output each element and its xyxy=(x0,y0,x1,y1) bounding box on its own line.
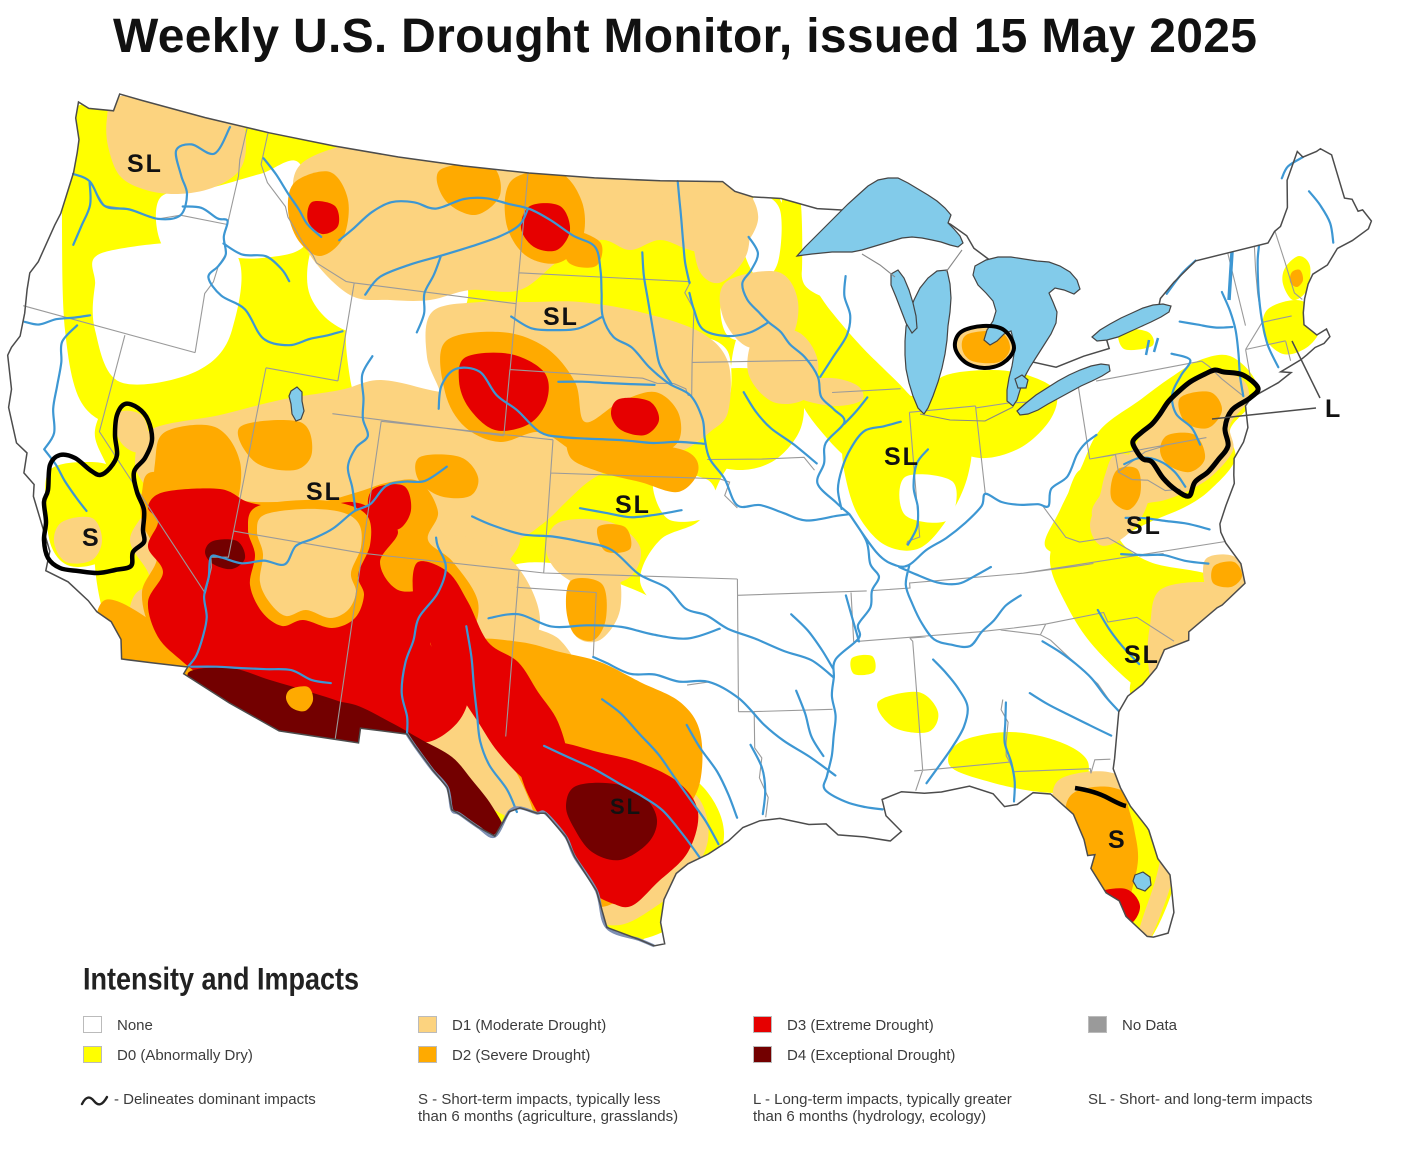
svg-text:SL: SL xyxy=(127,150,163,178)
svg-text:SL: SL xyxy=(615,491,651,519)
svg-text:SL: SL xyxy=(1126,512,1162,540)
svg-text:SL: SL xyxy=(1124,641,1160,669)
svg-text:SL: SL xyxy=(543,303,579,331)
svg-text:L: L xyxy=(1325,395,1342,423)
svg-text:SL: SL xyxy=(306,478,342,506)
svg-text:SL: SL xyxy=(610,794,642,819)
svg-text:S: S xyxy=(82,524,101,552)
svg-text:SL: SL xyxy=(884,443,920,471)
svg-text:S: S xyxy=(1108,826,1127,854)
